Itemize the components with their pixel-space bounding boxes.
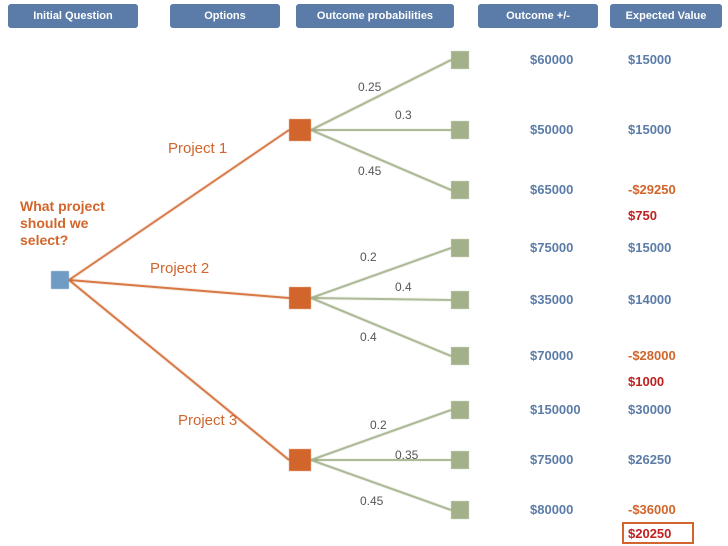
root-label-1: should we: [20, 215, 88, 231]
project-label-0: Project 1: [168, 140, 227, 157]
ev-1-1: $14000: [628, 292, 671, 307]
ev-1-2: -$28000: [628, 348, 676, 363]
outcome-1-1: $35000: [530, 292, 573, 307]
total-1: $1000: [628, 374, 664, 389]
prob-1-0: 0.2: [360, 250, 377, 264]
root-label-2: select?: [20, 232, 68, 248]
prob-2-0: 0.2: [370, 418, 387, 432]
outcome-2-2: $80000: [530, 502, 573, 517]
header-0: Initial Question: [8, 4, 138, 28]
ev-0-1: $15000: [628, 122, 671, 137]
prob-0-1: 0.3: [395, 108, 412, 122]
outcome-1-2: $70000: [530, 348, 573, 363]
ev-2-1: $26250: [628, 452, 671, 467]
outcome-0-2: $65000: [530, 182, 573, 197]
header-1: Options: [170, 4, 280, 28]
ev-1-0: $15000: [628, 240, 671, 255]
prob-1-1: 0.4: [395, 280, 412, 294]
prob-2-1: 0.35: [395, 448, 418, 462]
project-label-2: Project 3: [178, 412, 237, 429]
prob-0-0: 0.25: [358, 80, 381, 94]
header-4: Expected Value: [610, 4, 722, 28]
header-3: Outcome +/-: [478, 4, 598, 28]
total-0: $750: [628, 208, 657, 223]
prob-2-2: 0.45: [360, 494, 383, 508]
ev-2-2: -$36000: [628, 502, 676, 517]
ev-2-0: $30000: [628, 402, 671, 417]
ev-0-2: -$29250: [628, 182, 676, 197]
outcome-0-1: $50000: [530, 122, 573, 137]
prob-0-2: 0.45: [358, 164, 381, 178]
root-label-0: What project: [20, 198, 105, 214]
header-2: Outcome probabilities: [296, 4, 454, 28]
prob-1-2: 0.4: [360, 330, 377, 344]
outcome-1-0: $75000: [530, 240, 573, 255]
highlight-box: [622, 522, 694, 544]
project-label-1: Project 2: [150, 260, 209, 277]
outcome-0-0: $60000: [530, 52, 573, 67]
outcome-2-0: $150000: [530, 402, 581, 417]
ev-0-0: $15000: [628, 52, 671, 67]
outcome-2-1: $75000: [530, 452, 573, 467]
